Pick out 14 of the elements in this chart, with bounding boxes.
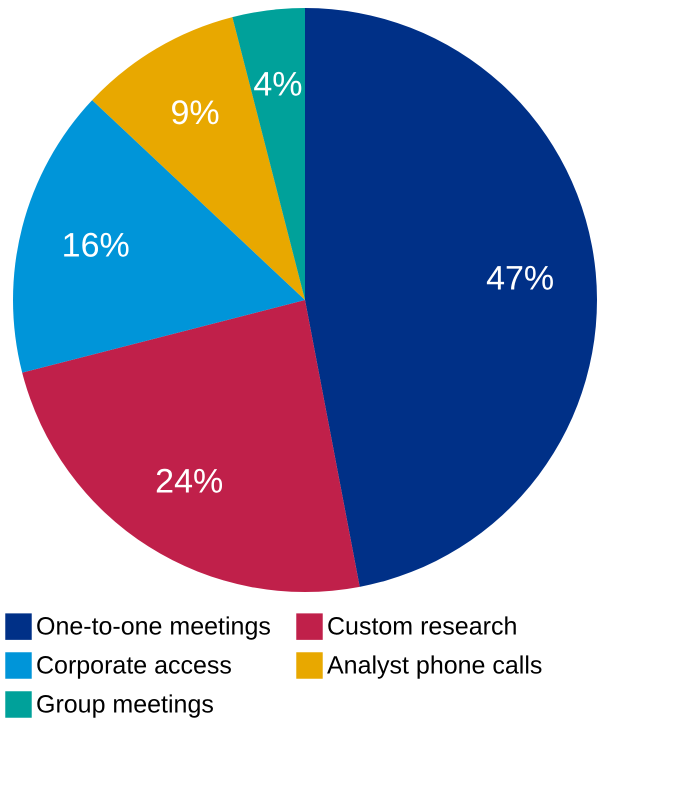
legend-label: Corporate access [36, 652, 232, 680]
legend-label: Group meetings [36, 690, 214, 718]
pie-slice [13, 100, 305, 373]
data-label: 47% [486, 260, 554, 298]
legend-label: One-to-one meetings [36, 612, 271, 641]
legend-label: Custom research [327, 612, 518, 641]
data-label: 16% [62, 226, 130, 264]
data-label: 4% [253, 66, 302, 104]
data-label: 24% [155, 462, 224, 500]
data-label: 9% [170, 94, 220, 132]
pie-slice [305, 8, 597, 587]
legend-label: Analyst phone calls [327, 652, 542, 680]
pie-slice [232, 8, 305, 300]
pie-slice [22, 300, 360, 592]
